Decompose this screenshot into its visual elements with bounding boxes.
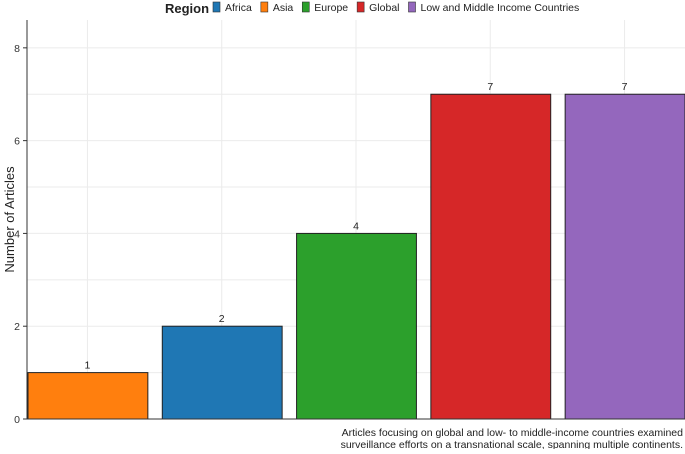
y-tick-label: 8 <box>14 43 20 55</box>
legend-title: Region <box>165 1 209 16</box>
y-tick-label: 0 <box>14 414 20 426</box>
legend-label: Africa <box>225 2 252 14</box>
legend-label: Global <box>369 2 399 14</box>
legend-label: Low and Middle Income Countries <box>421 2 580 14</box>
legend-label: Asia <box>273 2 294 14</box>
legend-label: Europe <box>314 2 348 14</box>
bar-global <box>430 93 552 420</box>
y-tick-label: 2 <box>14 321 20 333</box>
y-tick-label: 4 <box>14 228 20 240</box>
y-axis-title: Number of Articles <box>2 166 17 273</box>
legend-swatch <box>356 1 365 13</box>
caption-line: Articles focusing on global and low- to … <box>342 427 684 439</box>
data-label: 4 <box>353 220 359 232</box>
legend-swatch <box>212 1 221 13</box>
data-label: 7 <box>622 81 628 93</box>
bar-europe <box>296 232 417 420</box>
y-tick-label: 6 <box>14 136 20 148</box>
legend-swatch <box>260 1 269 13</box>
data-label: 7 <box>487 81 493 93</box>
bar-low-and-middle-income-countries <box>564 93 685 420</box>
bar-asia <box>27 372 149 420</box>
data-label: 2 <box>219 313 225 325</box>
legend-swatch <box>408 1 416 13</box>
data-label: 1 <box>85 360 91 372</box>
legend-swatch <box>301 1 310 13</box>
caption-line: surveillance efforts on a transnational … <box>341 439 683 449</box>
bar-africa <box>161 325 283 420</box>
